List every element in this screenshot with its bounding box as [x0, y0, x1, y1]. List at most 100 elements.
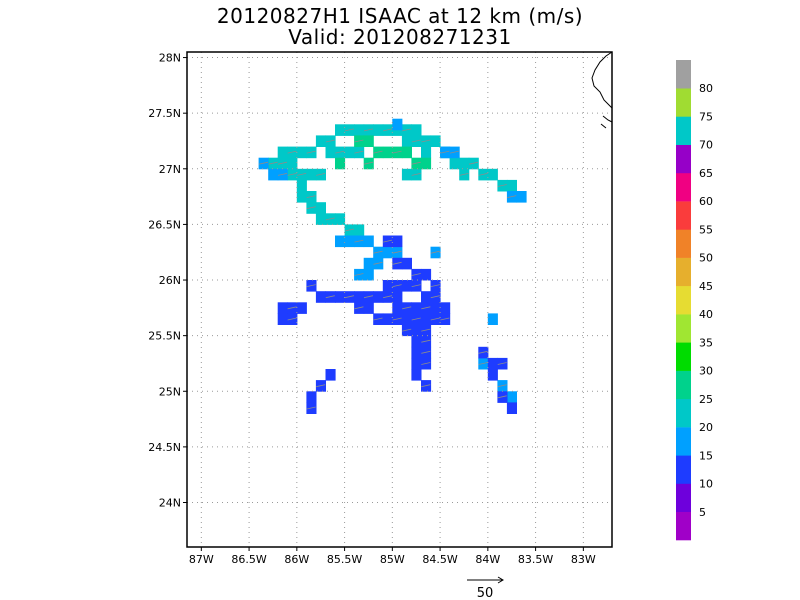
- colorbar-label: 15: [699, 449, 713, 462]
- wind-vectors: [258, 128, 517, 410]
- wind-cell: [421, 146, 432, 159]
- map-title-line-1: 20120827H1 ISAAC at 12 km (m/s): [216, 4, 584, 28]
- wind-vector: [373, 150, 383, 154]
- colorbar-segment: [676, 370, 691, 400]
- colorbar-segment: [676, 229, 691, 258]
- lon-tick-label: 86.5W: [231, 553, 266, 566]
- wind-cell: [325, 369, 336, 381]
- wind-cell: [430, 135, 441, 147]
- wind-cell: [392, 291, 403, 303]
- wind-cell: [487, 357, 498, 370]
- wind-vector: [411, 273, 421, 276]
- wind-vector: [497, 362, 507, 365]
- wind-cell: [421, 268, 432, 281]
- reference-vector-label: 50: [477, 586, 494, 600]
- colorbar-segment: [676, 201, 691, 230]
- coastline: [591, 51, 613, 129]
- wind-cell: [401, 313, 412, 325]
- wind-cell: [401, 135, 412, 147]
- wind-vector: [421, 339, 431, 343]
- wind-vector: [325, 295, 335, 299]
- wind-vector: [316, 384, 326, 388]
- wind-vector: [430, 250, 440, 254]
- colorbar-label: 10: [699, 478, 713, 491]
- wind-cell: [335, 157, 346, 170]
- colorbar-segment: [676, 172, 691, 202]
- wind-cell: [430, 302, 441, 314]
- wind-cell: [382, 246, 393, 259]
- wind-cell: [363, 235, 374, 248]
- wind-cell: [487, 369, 498, 381]
- wind-cell: [363, 268, 374, 281]
- wind-vector: [421, 139, 431, 143]
- wind-vector: [306, 195, 316, 198]
- lat-tick-label: 28N: [159, 52, 181, 65]
- wind-cell: [363, 302, 374, 314]
- wind-vector: [325, 217, 335, 221]
- wind-cell: [411, 302, 422, 314]
- wind-vector: [468, 161, 479, 165]
- colorbar-segment: [676, 314, 691, 343]
- wind-cell: [411, 124, 422, 136]
- wind-cell: [315, 135, 326, 147]
- wind-cell: [335, 291, 346, 303]
- wind-vector: [421, 328, 431, 332]
- lat-tick-label: 24.5N: [148, 441, 181, 454]
- wind-vector: [411, 161, 421, 165]
- wind-cell: [506, 402, 517, 414]
- wind-cell: [315, 291, 326, 303]
- wind-vector: [373, 250, 383, 254]
- wind-vector: [392, 150, 402, 154]
- wind-cell: [306, 391, 317, 403]
- colorbar-label: 45: [699, 280, 713, 293]
- wind-vector: [392, 317, 402, 321]
- colorbar-label: 30: [699, 365, 713, 378]
- wind-vector: [421, 350, 431, 354]
- wind-vector: [306, 406, 316, 410]
- colorbar-label: 50: [699, 252, 713, 265]
- wind-cell: [315, 202, 326, 214]
- wind-vector: [335, 150, 345, 154]
- wind-vector: [344, 228, 354, 232]
- wind-vector: [306, 150, 316, 154]
- wind-cell: [354, 224, 365, 236]
- wind-cell: [373, 124, 384, 136]
- lat-tick-label: 27.5N: [148, 107, 181, 120]
- colorbar-label: 40: [699, 308, 713, 321]
- wind-cell: [382, 313, 393, 325]
- lon-tick-label: 83.5W: [518, 553, 553, 566]
- map-title-line-2: Valid: 201208271231: [288, 25, 512, 49]
- wind-cell: [401, 146, 412, 159]
- reference-vector: 50: [467, 576, 504, 600]
- wind-vector: [287, 150, 297, 154]
- wind-cell: [401, 168, 412, 181]
- wind-cell: [344, 235, 355, 248]
- wind-vector: [363, 128, 374, 132]
- colorbar-label: 20: [699, 421, 713, 434]
- coastline-path: [591, 51, 613, 109]
- lon-tick-label: 85W: [380, 553, 405, 566]
- wind-cell: [354, 291, 365, 303]
- wind-cell: [363, 135, 374, 147]
- wind-vector: [478, 173, 488, 176]
- wind-vector: [354, 139, 364, 143]
- wind-cell: [335, 213, 346, 225]
- wind-vector: [287, 306, 297, 310]
- wind-vector: [411, 139, 421, 143]
- wind-cell: [449, 157, 460, 170]
- wind-cell: [411, 357, 422, 370]
- colorbar-segment: [676, 60, 691, 89]
- wind-cell: [421, 313, 432, 325]
- wind-cell: [401, 257, 412, 270]
- wind-vector: [402, 128, 412, 132]
- wind-cell: [516, 191, 527, 203]
- wind-cell: [411, 324, 422, 337]
- wind-cell: [344, 146, 355, 159]
- wind-cell: [306, 168, 317, 181]
- wind-cell: [335, 124, 346, 136]
- colorbar-label: 60: [699, 195, 713, 208]
- colorbar-label: 75: [699, 111, 713, 124]
- wind-vector: [373, 317, 383, 321]
- wind-cell: [487, 313, 498, 325]
